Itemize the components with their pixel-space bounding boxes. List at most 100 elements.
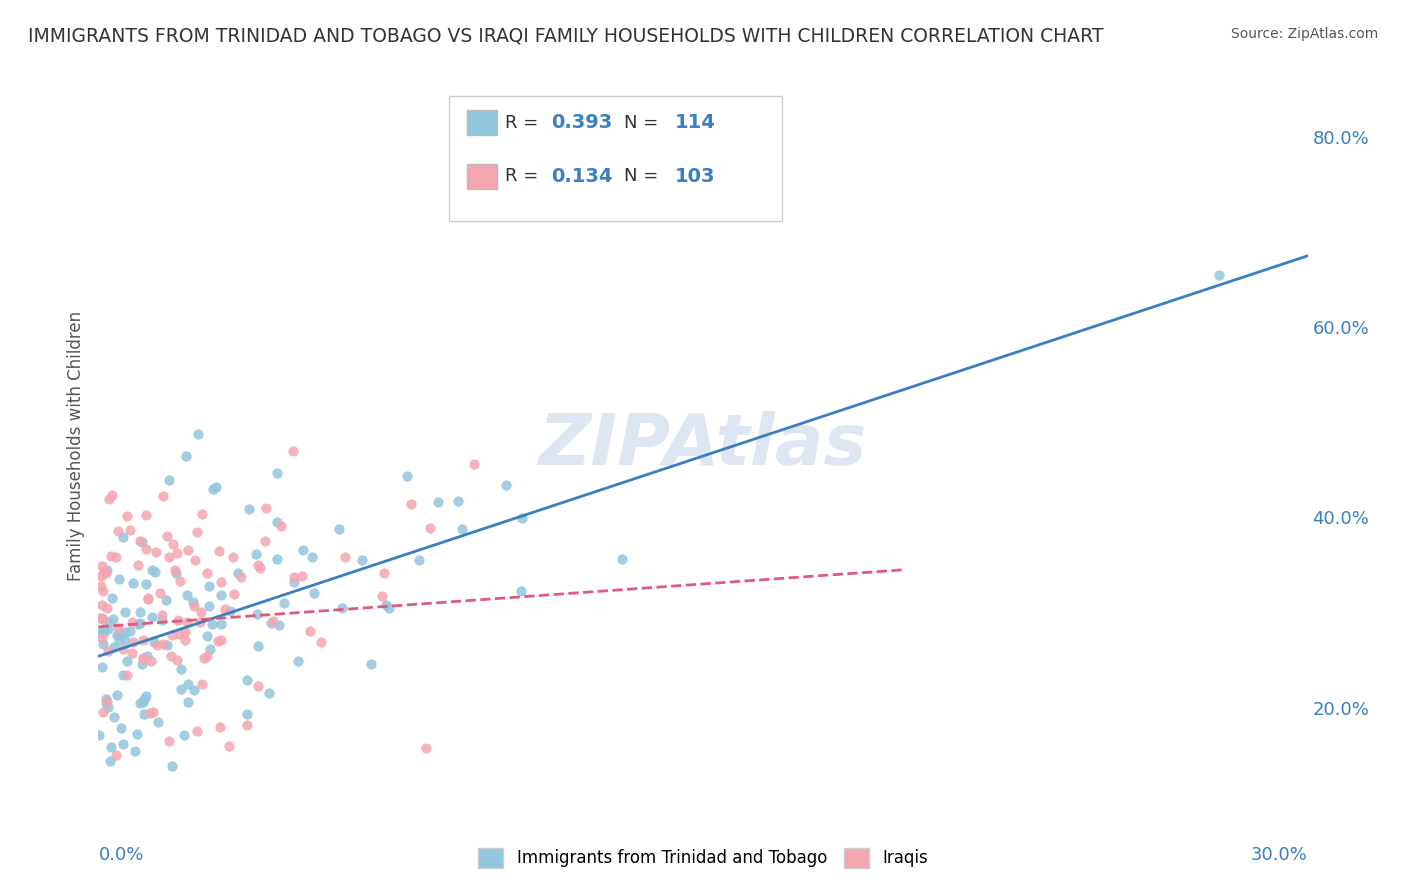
Point (165, 566, 187, 580)
Point (145, 545, 167, 559)
Point (291, 569, 314, 583)
Point (90, 660, 112, 674)
Point (122, 635, 145, 649)
Point (198, 642, 221, 657)
Point (160, 628, 183, 642)
Point (91, 612, 114, 626)
Point (157, 473, 180, 487)
Text: ZIPAtlas: ZIPAtlas (538, 411, 868, 481)
Point (270, 519, 292, 533)
Point (160, 759, 183, 773)
Point (105, 628, 128, 642)
Point (136, 591, 159, 606)
Point (127, 558, 149, 573)
Point (218, 739, 240, 754)
Text: 0.393: 0.393 (551, 113, 613, 132)
Point (245, 547, 267, 561)
Point (291, 543, 314, 558)
Point (183, 599, 205, 614)
Point (145, 638, 167, 652)
Point (167, 613, 190, 627)
Point (89, 611, 111, 625)
Point (114, 633, 136, 648)
Text: R =: R = (505, 114, 544, 132)
Point (247, 558, 270, 572)
Point (209, 616, 232, 631)
Point (91, 558, 114, 573)
Point (399, 497, 422, 511)
Point (94, 566, 117, 580)
Point (181, 595, 204, 609)
Point (131, 657, 153, 671)
Point (91, 598, 114, 612)
Point (214, 602, 236, 616)
Point (105, 688, 128, 702)
Point (188, 615, 211, 629)
Point (157, 550, 180, 565)
Point (273, 596, 295, 610)
Point (135, 689, 157, 703)
Point (186, 525, 208, 540)
Point (209, 575, 232, 590)
Point (208, 544, 231, 558)
Point (104, 748, 127, 763)
Text: 0.134: 0.134 (551, 167, 613, 186)
Point (267, 618, 290, 632)
Point (152, 637, 174, 651)
Point (419, 521, 441, 535)
Point (226, 566, 249, 580)
Point (415, 741, 437, 756)
Point (176, 615, 198, 629)
Point (127, 616, 149, 631)
Point (97, 491, 120, 506)
Point (159, 649, 181, 664)
Point (447, 494, 470, 508)
Point (360, 657, 382, 671)
Point (170, 662, 193, 676)
Point (408, 553, 430, 567)
Point (298, 624, 321, 639)
Point (163, 563, 186, 577)
Point (131, 534, 153, 549)
Point (96, 601, 118, 615)
Point (157, 734, 180, 748)
Point (190, 605, 212, 619)
Point (169, 574, 191, 589)
Point (103, 710, 125, 724)
Point (111, 642, 134, 657)
Point (375, 598, 398, 612)
Point (150, 613, 173, 627)
Point (187, 427, 209, 442)
Point (112, 530, 135, 544)
Point (207, 634, 229, 648)
Point (176, 588, 198, 602)
Point (100, 549, 122, 564)
Point (193, 651, 215, 665)
Point (152, 489, 174, 503)
Point (135, 542, 157, 557)
Point (218, 604, 240, 618)
Point (115, 668, 138, 682)
Point (132, 691, 155, 706)
Point (135, 577, 157, 591)
Point (173, 727, 195, 741)
Point (166, 545, 188, 559)
Text: Source: ZipAtlas.com: Source: ZipAtlas.com (1230, 27, 1378, 41)
Point (101, 591, 124, 606)
FancyBboxPatch shape (449, 96, 782, 221)
Point (143, 566, 166, 580)
Point (93, 625, 115, 640)
FancyBboxPatch shape (467, 164, 496, 189)
Point (90, 624, 112, 638)
Point (129, 605, 152, 619)
Point (177, 696, 200, 710)
Point (114, 605, 136, 619)
Point (108, 628, 131, 642)
Point (200, 616, 222, 631)
Point (283, 444, 305, 458)
Point (328, 522, 350, 536)
Point (135, 508, 157, 522)
Point (155, 592, 177, 607)
Point (195, 629, 218, 643)
Point (249, 561, 271, 575)
